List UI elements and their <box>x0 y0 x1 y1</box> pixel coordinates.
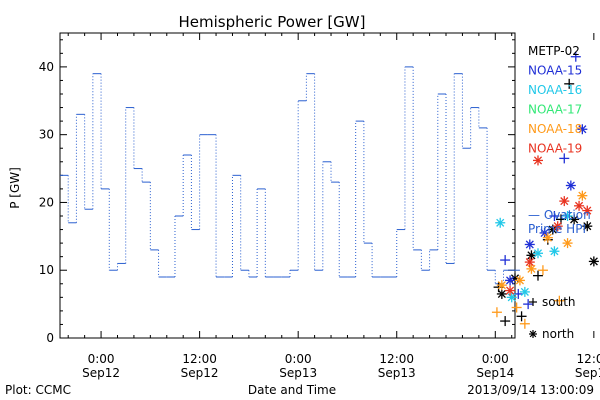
plot-credit: Plot: CCMC <box>5 383 71 397</box>
y-tick-label: 40 <box>39 60 54 74</box>
marker-legend-label: north <box>542 327 574 341</box>
north-point <box>539 227 550 238</box>
x-tick-time: 12:00 <box>577 352 600 366</box>
chart-title: Hemispheric Power [GW] <box>179 13 366 31</box>
x-tick-date: Sep13 <box>378 366 416 380</box>
y-tick-label: 0 <box>46 331 54 345</box>
legend: METP-02 NOAA-15 NOAA-16 NOAA-17 NOAA-18 NOAA-… <box>528 44 582 156</box>
north-point <box>569 214 580 225</box>
south-point <box>511 302 522 313</box>
ovation-legend-line1: — Ovation <box>528 208 591 222</box>
north-point <box>526 263 537 274</box>
legend-entry: METP-02 <box>528 44 580 58</box>
x-axis: 0:00Sep1212:00Sep120:00Sep1312:00Sep130:… <box>67 33 600 380</box>
south-point <box>516 311 527 322</box>
north-point <box>547 224 558 235</box>
north-point <box>577 190 588 201</box>
north-point <box>496 288 507 299</box>
north-point <box>577 124 588 135</box>
south-point <box>559 153 570 164</box>
ovation-legend-line2: Prime HPI <box>528 222 586 236</box>
south-point <box>491 307 502 318</box>
legend-entry: NOAA-15 <box>528 64 582 78</box>
south-point <box>570 51 581 62</box>
north-point <box>519 286 530 297</box>
north-point <box>514 275 525 286</box>
north-point <box>495 217 506 228</box>
north-point <box>588 256 599 267</box>
x-tick-time: 0:00 <box>285 352 312 366</box>
x-tick-time: 12:00 <box>182 352 217 366</box>
north-point <box>582 205 593 216</box>
north-point <box>524 257 535 268</box>
north-point <box>565 180 576 191</box>
south-point <box>523 299 534 310</box>
plot-timestamp: 2013/09/14 13:00:09 <box>467 383 594 397</box>
north-point <box>505 275 516 286</box>
north-point <box>574 200 585 211</box>
south-point <box>500 255 511 266</box>
marker-legend-symbol <box>529 330 537 338</box>
x-tick-date: Sep14 <box>476 366 514 380</box>
south-point <box>554 295 565 306</box>
legend-entry: NOAA-17 <box>528 103 582 117</box>
x-tick-date: Sep14 <box>575 366 600 380</box>
north-point <box>549 246 560 257</box>
legend-entry: NOAA-19 <box>528 142 582 156</box>
north-point <box>542 232 553 243</box>
x-tick-time: 12:00 <box>379 352 414 366</box>
north-point <box>562 211 573 221</box>
north-point <box>526 250 537 261</box>
south-point <box>500 316 511 327</box>
north-point <box>532 248 543 259</box>
north-point <box>496 280 507 291</box>
marker-legend: south north <box>529 295 576 341</box>
south-point <box>549 211 560 221</box>
south-point <box>532 270 543 281</box>
legend-entry: NOAA-16 <box>528 83 582 97</box>
ovation-hpi-line <box>60 66 520 285</box>
y-tick-label: 30 <box>39 128 54 142</box>
x-tick-time: 0:00 <box>88 352 115 366</box>
legend-entry: NOAA-18 <box>528 122 582 136</box>
south-point <box>519 318 530 329</box>
y-tick-label: 20 <box>39 195 54 209</box>
south-point <box>537 265 548 276</box>
north-point <box>552 221 563 232</box>
north-point <box>506 292 517 303</box>
marker-legend-symbol <box>529 298 537 306</box>
x-tick-date: Sep13 <box>279 366 317 380</box>
satellite-points <box>491 51 599 329</box>
north-point <box>505 285 516 296</box>
south-point <box>564 78 575 89</box>
y-axis: 0 10 20 30 40 <box>39 39 515 345</box>
north-point <box>582 221 593 232</box>
x-tick-date: Sep12 <box>82 366 120 380</box>
y-axis-label: P [GW] <box>8 167 22 209</box>
north-point <box>524 239 535 250</box>
north-point <box>562 238 573 249</box>
y-tick-label: 10 <box>39 263 54 277</box>
north-point <box>559 196 570 207</box>
x-tick-time: 0:00 <box>482 352 509 366</box>
ovation-legend: — Ovation Prime HPI <box>528 208 591 236</box>
north-point <box>532 155 543 166</box>
x-axis-label: Date and Time <box>248 383 336 397</box>
x-tick-date: Sep12 <box>181 366 219 380</box>
marker-legend-label: south <box>542 295 576 309</box>
plot-frame <box>59 32 516 339</box>
